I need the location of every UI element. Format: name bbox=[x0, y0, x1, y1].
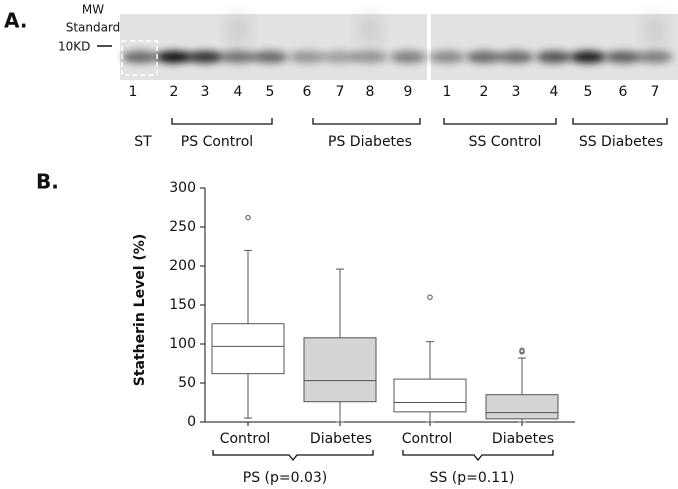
smear bbox=[228, 14, 248, 46]
bracket bbox=[312, 118, 421, 125]
x-tick-label: Diabetes bbox=[310, 431, 372, 447]
lane-label: 6 bbox=[303, 84, 312, 100]
bracket bbox=[443, 118, 557, 125]
band bbox=[466, 51, 502, 63]
band bbox=[352, 51, 388, 63]
y-tick-label: 150 bbox=[169, 297, 196, 313]
lane-label: 8 bbox=[366, 84, 375, 100]
lane-label: 7 bbox=[336, 84, 345, 100]
band bbox=[156, 51, 192, 63]
box bbox=[393, 378, 467, 413]
band bbox=[390, 51, 426, 63]
group-label: PS Diabetes bbox=[328, 134, 412, 150]
smear bbox=[360, 14, 380, 46]
band bbox=[536, 51, 572, 63]
y-tick-label: 250 bbox=[169, 219, 196, 235]
outlier bbox=[245, 214, 251, 221]
band bbox=[187, 51, 223, 63]
group-label: SS Diabetes bbox=[579, 134, 663, 150]
outlier bbox=[427, 294, 433, 300]
band bbox=[498, 51, 534, 63]
band bbox=[570, 51, 606, 63]
st-box bbox=[121, 40, 158, 76]
lane-label: 3 bbox=[512, 84, 521, 100]
lane-label: 1 bbox=[129, 84, 138, 100]
lane-label: 1 bbox=[443, 84, 452, 100]
band bbox=[322, 51, 358, 63]
band bbox=[429, 51, 465, 63]
bracket bbox=[572, 118, 668, 125]
band bbox=[252, 51, 288, 63]
band bbox=[220, 51, 256, 63]
x-tick-label: Control bbox=[220, 431, 271, 447]
blot-membrane bbox=[431, 14, 678, 80]
band bbox=[122, 51, 158, 63]
group-label: SS (p=0.11) bbox=[430, 470, 515, 486]
lane-label: 2 bbox=[480, 84, 489, 100]
group-label: PS (p=0.03) bbox=[243, 470, 328, 486]
bracket bbox=[171, 118, 273, 125]
lane-label: 5 bbox=[266, 84, 275, 100]
lane-label: 7 bbox=[651, 84, 660, 100]
group-bracket bbox=[402, 450, 554, 462]
mw-label: Standard bbox=[66, 21, 121, 35]
blot-membrane bbox=[120, 14, 427, 80]
box bbox=[211, 323, 285, 375]
y-tick-label: 0 bbox=[187, 414, 196, 430]
y-tick-label: 100 bbox=[169, 336, 196, 352]
brackets bbox=[171, 118, 668, 125]
lane-label: 4 bbox=[550, 84, 559, 100]
y-tick-label: 200 bbox=[169, 258, 196, 274]
lane-label: 5 bbox=[584, 84, 593, 100]
panel-label: A. bbox=[4, 9, 27, 33]
smear bbox=[645, 14, 665, 46]
group-bracket bbox=[212, 450, 374, 462]
group-label: PS Control bbox=[181, 134, 253, 150]
x-tick-label: Diabetes bbox=[492, 431, 554, 447]
marker-label: 10KD bbox=[58, 40, 90, 54]
lane-label: 6 bbox=[619, 84, 628, 100]
box bbox=[485, 394, 559, 420]
y-tick-label: 300 bbox=[169, 180, 196, 196]
y-axis-label: Statherin Level (%) bbox=[132, 234, 148, 386]
band bbox=[289, 51, 325, 63]
group-label: ST bbox=[134, 134, 152, 150]
lane-label: 4 bbox=[234, 84, 243, 100]
x-tick-label: Control bbox=[402, 431, 453, 447]
outlier bbox=[519, 349, 525, 355]
blot bbox=[120, 14, 678, 80]
band bbox=[605, 51, 641, 63]
group-label: SS Control bbox=[469, 134, 542, 150]
panel-label: B. bbox=[36, 170, 59, 194]
lane-label: 2 bbox=[170, 84, 179, 100]
y-tick-label: 50 bbox=[178, 375, 196, 391]
box bbox=[303, 337, 377, 403]
lane-label: 9 bbox=[404, 84, 413, 100]
band bbox=[637, 51, 673, 63]
mw-label: MW bbox=[82, 3, 104, 17]
lane-label: 3 bbox=[201, 84, 210, 100]
